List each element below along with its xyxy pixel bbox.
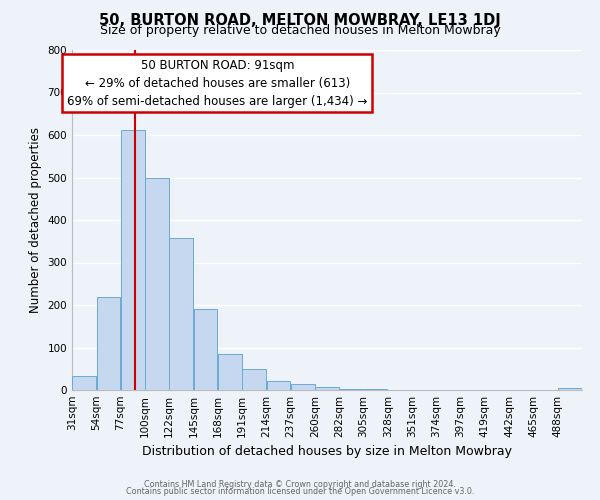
Text: Contains HM Land Registry data © Crown copyright and database right 2024.: Contains HM Land Registry data © Crown c… bbox=[144, 480, 456, 489]
Bar bbox=[72, 376, 96, 390]
Bar bbox=[97, 296, 121, 390]
Bar bbox=[315, 386, 339, 390]
Text: 50 BURTON ROAD: 91sqm
← 29% of detached houses are smaller (613)
69% of semi-det: 50 BURTON ROAD: 91sqm ← 29% of detached … bbox=[67, 58, 368, 108]
Bar bbox=[218, 354, 242, 390]
Text: Contains public sector information licensed under the Open Government Licence v3: Contains public sector information licen… bbox=[126, 487, 474, 496]
Bar bbox=[558, 388, 582, 390]
Bar bbox=[194, 309, 217, 390]
Bar bbox=[291, 384, 314, 390]
Bar bbox=[145, 178, 169, 390]
Text: 50, BURTON ROAD, MELTON MOWBRAY, LE13 1DJ: 50, BURTON ROAD, MELTON MOWBRAY, LE13 1D… bbox=[99, 12, 501, 28]
Bar bbox=[121, 130, 145, 390]
Bar bbox=[169, 238, 193, 390]
Bar bbox=[340, 389, 363, 390]
X-axis label: Distribution of detached houses by size in Melton Mowbray: Distribution of detached houses by size … bbox=[142, 446, 512, 458]
Bar bbox=[266, 380, 290, 390]
Bar bbox=[242, 369, 266, 390]
Y-axis label: Number of detached properties: Number of detached properties bbox=[29, 127, 42, 313]
Bar bbox=[364, 389, 388, 390]
Text: Size of property relative to detached houses in Melton Mowbray: Size of property relative to detached ho… bbox=[100, 24, 500, 37]
